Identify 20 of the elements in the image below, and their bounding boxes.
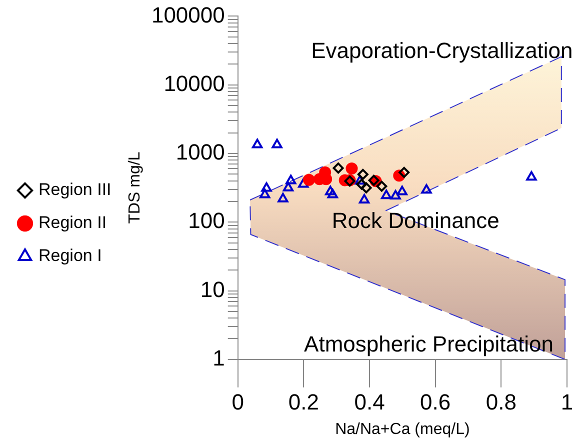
x-tick-label: 0.2 [288,390,319,415]
y-tick-label: 1000 [176,140,225,165]
y-tick-label: 1 [212,345,225,370]
x-tick-label: 0.6 [420,390,451,415]
legend-label: Region I [38,246,102,266]
x-tick-label: 0.4 [354,390,385,415]
annotation: Rock Dominance [332,208,500,234]
y-tick-label: 10000 [164,70,225,96]
x-axis-title: Na/Na+Ca (meq/L) [335,420,470,438]
x-tick-label: 0.8 [486,390,516,415]
y-axis-title: TDS mg/L [126,152,144,224]
y-tick-label: 100000 [151,2,225,28]
x-tick-label: 0 [232,390,244,415]
legend-label: Region III [38,180,112,200]
annotation: Evaporation-Crystallization [311,38,573,64]
legend-label: Region II [38,213,107,232]
annotation: Atmospheric Precipitation [304,331,554,356]
x-tick-label: 1 [560,390,574,415]
y-tick-label: 10 [200,276,225,302]
y-tick-label: 100 [188,208,225,234]
